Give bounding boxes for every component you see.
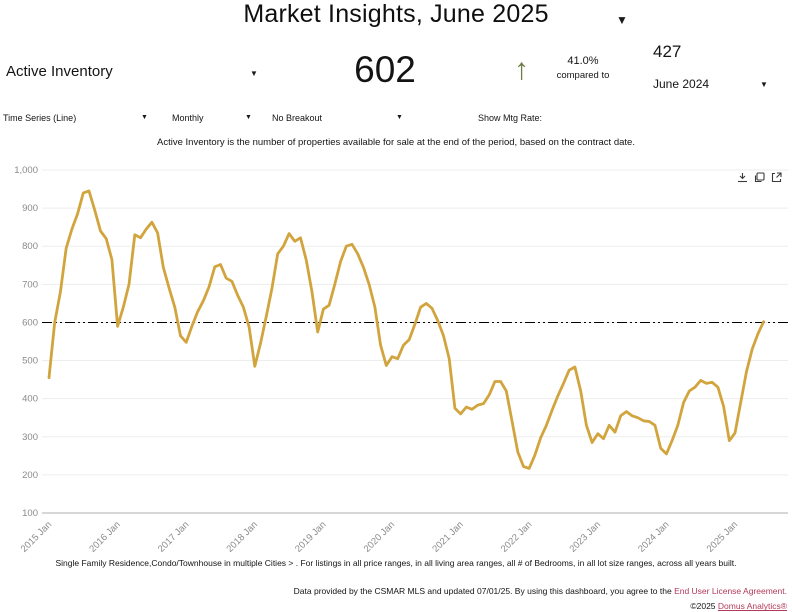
attribution-footnote: Data provided by the CSMAR MLS and updat… xyxy=(267,584,787,612)
svg-text:2017 Jan: 2017 Jan xyxy=(156,519,191,554)
attribution-text: Data provided by the CSMAR MLS and updat… xyxy=(293,586,675,596)
svg-text:2023 Jan: 2023 Jan xyxy=(568,519,603,554)
page-title: Market Insights, June 2025 xyxy=(243,0,549,28)
svg-text:800: 800 xyxy=(22,241,38,252)
svg-text:2022 Jan: 2022 Jan xyxy=(499,519,534,554)
svg-text:2015 Jan: 2015 Jan xyxy=(19,519,54,554)
breakout-chevron-down-icon[interactable]: ▼ xyxy=(396,114,403,121)
svg-text:2025 Jan: 2025 Jan xyxy=(705,519,740,554)
compare-period-dropdown[interactable]: June 2024 xyxy=(653,77,710,91)
svg-text:600: 600 xyxy=(22,317,38,328)
svg-text:2019 Jan: 2019 Jan xyxy=(293,519,328,554)
metric-dropdown-label: Active Inventory xyxy=(6,63,113,80)
report-period-chevron-down-icon[interactable]: ▼ xyxy=(616,13,628,27)
brand-link[interactable]: Domus Analytics® xyxy=(717,601,787,612)
kpi-compare-value: 427 xyxy=(653,42,682,61)
kpi-compared-label: compared to xyxy=(556,70,610,81)
svg-text:700: 700 xyxy=(22,279,38,290)
frequency-chevron-down-icon[interactable]: ▼ xyxy=(245,114,252,121)
download-icon[interactable] xyxy=(737,170,748,183)
svg-text:2020 Jan: 2020 Jan xyxy=(362,519,397,554)
svg-text:500: 500 xyxy=(22,356,38,367)
chart-toolbar xyxy=(737,170,782,183)
eula-link[interactable]: End User License Agreement. xyxy=(674,586,787,596)
svg-text:2016 Jan: 2016 Jan xyxy=(87,519,122,554)
svg-text:2018 Jan: 2018 Jan xyxy=(225,519,260,554)
svg-text:2021 Jan: 2021 Jan xyxy=(430,519,465,554)
breakout-dropdown[interactable]: No Breakout xyxy=(272,113,323,123)
trend-up-arrow-icon: ↑ xyxy=(514,53,529,86)
metric-chevron-down-icon[interactable]: ▼ xyxy=(250,69,258,78)
copyright-text: ©2025 xyxy=(690,601,718,612)
chart-type-dropdown[interactable]: Time Series (Line) xyxy=(3,113,77,123)
copy-icon[interactable] xyxy=(754,170,765,183)
compare-period-chevron-down-icon[interactable]: ▼ xyxy=(760,80,768,89)
svg-text:200: 200 xyxy=(22,470,38,481)
svg-text:300: 300 xyxy=(22,432,38,443)
svg-text:400: 400 xyxy=(22,394,38,405)
frequency-dropdown[interactable]: Monthly xyxy=(172,113,204,123)
metric-dropdown[interactable]: Active Inventory xyxy=(6,63,113,80)
svg-text:900: 900 xyxy=(22,203,38,214)
pop-out-icon[interactable] xyxy=(771,170,782,183)
svg-text:100: 100 xyxy=(22,508,38,519)
metric-description: Active Inventory is the number of proper… xyxy=(157,137,635,148)
kpi-change-percent: 41.0% xyxy=(567,55,599,67)
chart-type-chevron-down-icon[interactable]: ▼ xyxy=(141,114,148,121)
mtg-rate-label: Show Mtg Rate: xyxy=(478,113,543,123)
svg-text:1,000: 1,000 xyxy=(14,165,38,176)
kpi-current-value: 602 xyxy=(354,49,416,90)
svg-text:2024 Jan: 2024 Jan xyxy=(636,519,671,554)
filters-footnote: Single Family Residence,Condo/Townhouse … xyxy=(55,558,737,568)
